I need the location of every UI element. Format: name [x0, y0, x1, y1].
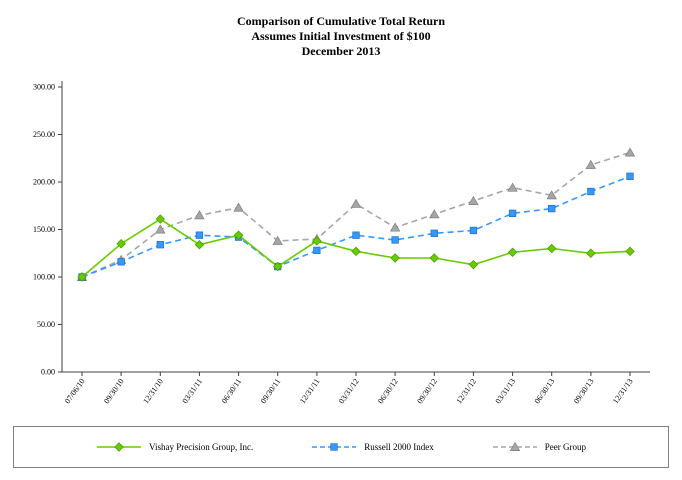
square-marker: [156, 241, 164, 249]
chart-title-line-2: Assumes Initial Investment of $100: [251, 29, 431, 43]
diamond-marker: [114, 442, 124, 452]
x-axis-tick-label: 12/31/10: [141, 377, 165, 405]
y-axis-tick-label: 100.00: [33, 273, 55, 282]
legend-swatch-svg: [312, 443, 357, 451]
cumulative-return-line-chart: 0.00 50.00 100.00 150.00 200.00 250.00 300.00 0…: [33, 81, 650, 405]
legend-item-peer: Peer Group: [492, 441, 586, 453]
diamond-marker: [77, 272, 87, 282]
legend-label-russell: Russell 2000 Index: [364, 442, 434, 452]
diamond-marker: [429, 253, 439, 263]
legend-item-vishay: Vishay Precision Group, Inc.: [96, 441, 253, 453]
peer-series-swatch: [492, 441, 538, 453]
square-marker: [508, 209, 517, 218]
x-axis-tick-label: 06/30/13: [533, 377, 557, 405]
x-axis-tick-label: 03/31/12: [337, 377, 361, 405]
series-line: [81, 175, 631, 278]
vishay-series-swatch: [96, 441, 142, 453]
triangle-marker: [194, 210, 205, 220]
x-axis-tick-label: 06/30/11: [220, 377, 244, 405]
diamond-marker: [586, 248, 596, 258]
x-axis-tick-label: 09/30/12: [415, 377, 439, 405]
diamond-marker: [116, 239, 126, 249]
y-axis-tick-label: 200.00: [33, 178, 55, 187]
triangle-marker: [546, 190, 557, 200]
legend-label-peer: Peer Group: [544, 442, 586, 452]
square-marker: [391, 236, 399, 244]
x-axis-tick-label: 07/06/10: [63, 377, 87, 405]
square-marker: [313, 246, 321, 255]
diamond-marker: [468, 259, 479, 270]
y-axis-tick-label: 300.00: [33, 83, 55, 92]
triangle-marker: [350, 198, 362, 208]
diamond-marker: [155, 214, 165, 224]
triangle-marker: [429, 209, 440, 219]
diamond-marker: [194, 240, 205, 250]
y-axis-tick-label: 150.00: [33, 225, 55, 234]
square-marker: [352, 231, 360, 239]
square-marker: [195, 231, 204, 239]
triangle-marker: [155, 224, 166, 234]
legend: Vishay Precision Group, Inc. Russell 200…: [13, 426, 669, 468]
russell-series-swatch: [311, 441, 357, 453]
diamond-marker: [547, 243, 557, 254]
diamond-marker: [390, 253, 400, 263]
square-marker: [330, 443, 338, 451]
triangle-marker: [507, 182, 518, 192]
diamond-marker: [312, 236, 322, 246]
x-axis-tick-label: 09/30/11: [259, 377, 283, 405]
triangle-marker: [624, 147, 636, 157]
triangle-marker: [468, 195, 479, 205]
diamond-marker: [233, 230, 244, 240]
x-axis-tick-label: 06/30/12: [376, 377, 400, 405]
triangle-marker: [233, 202, 244, 212]
legend-label-vishay: Vishay Precision Group, Inc.: [149, 442, 254, 452]
y-axis-tick-label: 50.00: [37, 320, 55, 329]
triangle-marker: [272, 235, 283, 245]
square-marker: [469, 226, 478, 235]
triangle-marker: [585, 159, 597, 169]
chart-title-block: Comparison of Cumulative Total Return As…: [0, 0, 682, 59]
x-axis-tick-label: 12/31/11: [298, 377, 322, 405]
square-marker: [626, 172, 634, 180]
y-axis-tick-label: 250.00: [33, 130, 55, 139]
x-axis-tick-label: 03/31/11: [181, 377, 205, 405]
square-marker: [117, 258, 125, 266]
square-marker: [548, 204, 556, 213]
x-axis-tick-label: 09/30/13: [572, 377, 596, 405]
chart-title-line-3: December 2013: [301, 44, 381, 58]
diamond-marker: [273, 261, 283, 272]
x-axis-tick-label: 12/31/13: [611, 377, 635, 405]
triangle-marker: [389, 222, 401, 232]
diamond-marker: [625, 246, 635, 257]
legend-item-russell: Russell 2000 Index: [311, 441, 434, 453]
triangle-marker: [509, 441, 520, 451]
legend-swatch-svg: [97, 442, 142, 452]
diamond-marker: [507, 247, 518, 257]
x-axis-tick-label: 03/31/13: [494, 377, 518, 405]
legend-swatch-svg: [492, 441, 537, 451]
chart-title-line-1: Comparison of Cumulative Total Return: [236, 14, 445, 28]
diamond-marker: [351, 246, 361, 257]
square-marker: [430, 229, 438, 237]
y-axis-tick-label: 0.00: [41, 368, 55, 377]
square-marker: [587, 187, 595, 196]
x-axis-tick-label: 09/30/10: [102, 377, 126, 405]
series-line: [81, 151, 631, 278]
x-axis-tick-label: 12/31/12: [454, 377, 478, 405]
